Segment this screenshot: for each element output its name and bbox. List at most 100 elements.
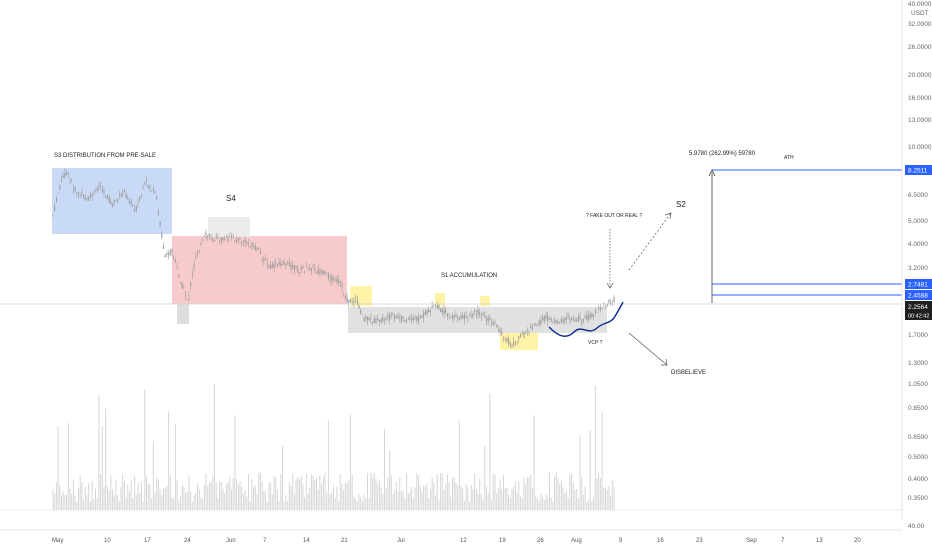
price-tick: 1.3000 [908,360,928,367]
candle-body [89,194,91,197]
candle-body [322,271,324,275]
candle-body [98,186,100,188]
level-text-2: 2.4588 [908,293,928,300]
candle-body [145,179,148,181]
candle-body [411,318,413,320]
price-tick: 6.5000 [908,192,928,199]
price-tick: 0.6500 [908,434,928,441]
candle-body [569,318,571,320]
candle-body [576,320,578,322]
candle-body [128,201,131,204]
candle-body [324,271,326,274]
candle-body [489,317,491,320]
candle-body [280,263,282,266]
candle-body [440,308,442,313]
candle-body [108,197,110,203]
candle-body [536,324,539,327]
candle-body [232,236,234,237]
candle-body [261,258,263,260]
candle-body [117,199,119,202]
price-tick: 1.7000 [908,332,928,339]
price-tick: 4.0000 [908,241,928,248]
date-tick: 7 [781,538,785,544]
candle-body [394,315,396,320]
candle-body [433,305,435,307]
candle-body [247,243,250,244]
candle-body [115,199,117,201]
candle-body [251,243,253,246]
candle-body [492,322,494,325]
price-axis[interactable]: 40.0000 USDT 32.0000 26.0000 20.0000 16.… [901,0,932,530]
candle-body [516,343,518,344]
candle-body [406,321,408,323]
candle-body [397,316,399,319]
candle-body [463,315,465,320]
candle-body [84,198,86,200]
candle-body [460,315,462,320]
candle-body [321,269,323,273]
candle-body [317,269,319,274]
candle-body [101,189,103,192]
candle-body [540,320,542,325]
countdown-text: 00:42:42 [908,314,929,320]
candle-body [69,179,71,181]
candle-body [227,236,229,242]
candle-body [193,264,195,268]
candle-body [230,235,233,238]
date-tick: Jul [397,538,405,544]
candle-body [64,172,66,177]
candle-body [215,236,217,238]
candle-body [560,318,562,323]
candle-body [399,317,401,319]
candle-body [224,239,226,240]
candle-body [530,325,532,329]
candle-body [142,187,144,188]
candle-body [176,267,178,269]
candle-body [132,205,134,207]
candle-body [171,249,173,253]
candle-body [547,316,549,322]
candle-body [523,332,525,338]
candle-body [196,253,199,255]
candle-body [613,297,615,303]
candle-body [173,256,175,258]
highlight-box [435,293,445,306]
candle-body [491,321,493,323]
candle-body [582,319,584,322]
candle-body [487,317,489,322]
candle-body [407,318,409,320]
candle-body [195,256,197,258]
candle-body [91,194,93,197]
price-tick: 0.5000 [908,454,928,461]
current-price-text: 2.2564 [908,304,928,311]
price-tick: 1.0500 [908,381,928,388]
date-tick: 7 [263,538,267,544]
candle-body [304,270,306,272]
candle-body [179,282,182,284]
candle-body [273,263,275,268]
candle-body [285,263,287,265]
time-axis[interactable]: May 10 17 24 Jun 7 14 21 Jul 12 19 26 Au… [0,529,902,544]
candle-body [341,284,343,287]
price-tick: 26.0000 [908,44,932,51]
date-tick: 23 [696,538,703,544]
candle-body [191,273,193,275]
candle-body [220,237,222,241]
candle-body [241,241,243,243]
candle-body [185,294,187,296]
candle-body [380,319,382,323]
candle-body [59,185,61,189]
candle-body [281,264,284,266]
s4-label: S4 [226,194,236,203]
date-tick: 17 [144,538,151,544]
candle-body [494,323,496,324]
candle-body [253,245,255,247]
candle-body [83,194,85,199]
candle-body [123,190,125,193]
candle-body [259,251,261,254]
candle-body [448,315,450,317]
candle-body [67,173,69,175]
candle-body [458,318,460,321]
candle-body [545,315,547,320]
